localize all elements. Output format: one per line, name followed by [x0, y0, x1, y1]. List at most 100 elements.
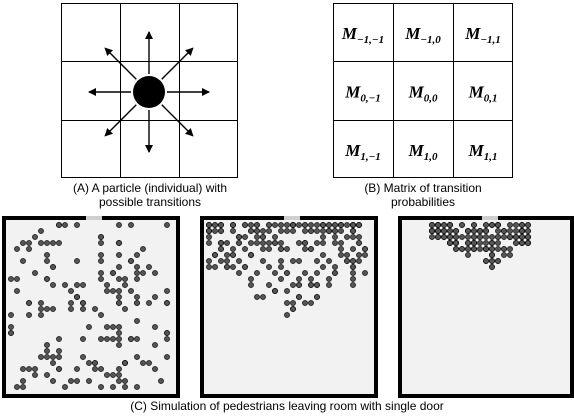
pedestrian: [248, 240, 254, 246]
pedestrian: [290, 228, 296, 234]
pedestrian: [477, 246, 483, 252]
pedestrian: [56, 366, 62, 372]
pedestrian: [206, 258, 212, 264]
pedestrian: [26, 240, 32, 246]
pedestrian: [14, 276, 20, 282]
pedestrian: [525, 234, 531, 240]
pedestrian: [332, 234, 338, 240]
pedestrian: [465, 234, 471, 240]
pedestrian: [44, 306, 50, 312]
matrix-cell: M1,0: [408, 141, 438, 163]
pedestrian: [278, 246, 284, 252]
pedestrian: [68, 306, 74, 312]
pedestrian: [50, 354, 56, 360]
pedestrian: [248, 282, 254, 288]
pedestrian: [98, 366, 104, 372]
pedestrian: [116, 324, 122, 330]
pedestrian: [441, 222, 447, 228]
pedestrian: [98, 258, 104, 264]
pedestrian: [122, 282, 128, 288]
pedestrian: [278, 276, 284, 282]
pedestrian: [38, 228, 44, 234]
pedestrian: [14, 246, 20, 252]
pedestrian: [525, 240, 531, 246]
pedestrian: [116, 372, 122, 378]
pedestrian: [350, 234, 356, 240]
pedestrian: [435, 222, 441, 228]
pedestrian: [519, 234, 525, 240]
pedestrian: [26, 246, 32, 252]
pedestrian: [152, 366, 158, 372]
pedestrian: [278, 240, 284, 246]
pedestrian: [86, 360, 92, 366]
pedestrian: [344, 234, 350, 240]
pedestrian: [248, 252, 254, 258]
pedestrian: [429, 234, 435, 240]
pedestrian: [74, 282, 80, 288]
pedestrian: [164, 330, 170, 336]
pedestrian: [350, 228, 356, 234]
pedestrian: [56, 240, 62, 246]
panel-c-caption: (C) Simulation of pedestrians leaving ro…: [130, 399, 444, 413]
pedestrian: [362, 246, 368, 252]
pedestrian: [272, 270, 278, 276]
pedestrian: [459, 222, 465, 228]
pedestrian: [86, 324, 92, 330]
pedestrian: [164, 222, 170, 228]
pedestrian: [447, 234, 453, 240]
pedestrian: [110, 288, 116, 294]
pedestrian: [116, 294, 122, 300]
pedestrian: [116, 240, 122, 246]
pedestrian: [495, 234, 501, 240]
pedestrian: [296, 258, 302, 264]
pedestrian: [104, 282, 110, 288]
pedestrian: [332, 222, 338, 228]
pedestrian: [320, 252, 326, 258]
pedestrian: [272, 222, 278, 228]
pedestrian: [465, 228, 471, 234]
pedestrian: [134, 264, 140, 270]
pedestrian: [350, 258, 356, 264]
door: [86, 216, 102, 220]
pedestrian: [254, 234, 260, 240]
pedestrian: [314, 222, 320, 228]
pedestrian: [122, 276, 128, 282]
pedestrian: [98, 336, 104, 342]
pedestrian: [489, 258, 495, 264]
pedestrian: [254, 270, 260, 276]
pedestrian: [314, 294, 320, 300]
pedestrian: [302, 240, 308, 246]
pedestrian: [218, 246, 224, 252]
pedestrian: [260, 228, 266, 234]
pedestrian: [116, 264, 122, 270]
pedestrian: [513, 234, 519, 240]
matrix-cell: M−1,0: [404, 24, 441, 46]
pedestrian: [356, 252, 362, 258]
pedestrian: [320, 234, 326, 240]
pedestrian: [489, 264, 495, 270]
pedestrian: [453, 240, 459, 246]
pedestrian: [362, 252, 368, 258]
pedestrian: [104, 372, 110, 378]
pedestrian: [278, 222, 284, 228]
pedestrian: [80, 336, 86, 342]
pedestrian: [338, 222, 344, 228]
pedestrian: [218, 240, 224, 246]
pedestrian: [254, 222, 260, 228]
pedestrian: [296, 294, 302, 300]
pedestrian: [314, 228, 320, 234]
pedestrian: [134, 384, 140, 390]
pedestrian: [314, 240, 320, 246]
pedestrian: [453, 246, 459, 252]
pedestrian: [50, 378, 56, 384]
pedestrian: [128, 222, 134, 228]
pedestrian: [206, 228, 212, 234]
pedestrian: [260, 258, 266, 264]
pedestrian: [272, 234, 278, 240]
pedestrian: [465, 246, 471, 252]
pedestrian: [471, 246, 477, 252]
pedestrian: [501, 228, 507, 234]
pedestrian: [152, 342, 158, 348]
pedestrian: [116, 276, 122, 282]
pedestrian: [236, 240, 242, 246]
